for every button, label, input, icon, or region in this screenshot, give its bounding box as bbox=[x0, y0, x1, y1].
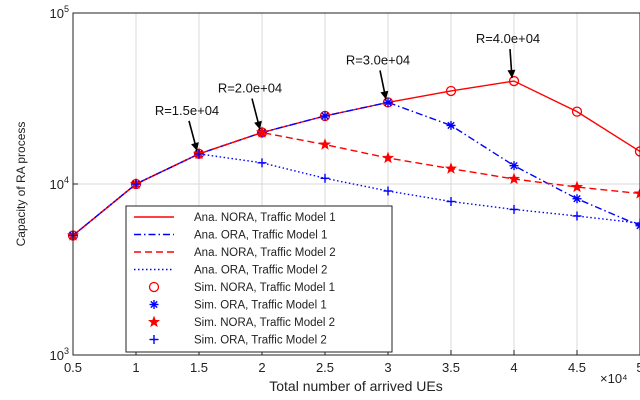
data-point bbox=[571, 106, 583, 117]
annotation-arrowhead bbox=[254, 120, 262, 130]
legend-entry: Ana. ORA, Traffic Model 1 bbox=[134, 230, 327, 242]
legend-label: Sim. NORA, Traffic Model 2 bbox=[194, 317, 335, 329]
x-tick-label: 1.5 bbox=[190, 360, 208, 375]
annotation-arrowhead bbox=[380, 90, 389, 100]
x-tick-label: 4 bbox=[510, 360, 517, 375]
data-point bbox=[509, 204, 519, 214]
legend-label: Sim. NORA, Traffic Model 1 bbox=[194, 282, 335, 294]
data-point bbox=[381, 151, 395, 164]
ticks: 0.5 1 1.5 2 2.5 3 3.5 4 4.5 5 103 104 105 bbox=[50, 4, 640, 375]
legend-entry: Ana. ORA, Traffic Model 2 bbox=[134, 265, 327, 277]
legend-entry: Sim. ORA, Traffic Model 1 bbox=[149, 300, 327, 312]
data-point bbox=[445, 85, 457, 97]
x-tick-label: 2.5 bbox=[316, 360, 334, 375]
legend-label: Ana. ORA, Traffic Model 1 bbox=[194, 230, 327, 242]
legend-label: Ana. ORA, Traffic Model 2 bbox=[194, 265, 327, 277]
data-point bbox=[572, 211, 582, 221]
annotation-layer: R=1.5e+04 R=2.0e+04 R=3.0e+04 R=4.0e+04 bbox=[155, 31, 540, 152]
x-axis-multiplier: ×10⁴ bbox=[600, 371, 628, 386]
legend-entry: Sim. NORA, Traffic Model 1 bbox=[148, 281, 335, 294]
data-point bbox=[383, 97, 393, 107]
legend-marker bbox=[147, 315, 161, 328]
data-point bbox=[383, 186, 393, 196]
y-tick-label: 105 bbox=[50, 4, 69, 21]
data-point bbox=[572, 194, 582, 204]
x-tick-label: 5 bbox=[636, 360, 640, 375]
annotation: R=4.0e+04 bbox=[476, 31, 540, 79]
data-point bbox=[635, 218, 640, 228]
data-point bbox=[507, 172, 521, 185]
x-tick-label: 3 bbox=[384, 360, 391, 375]
annotation-arrowhead bbox=[507, 69, 516, 79]
annotation-label: R=3.0e+04 bbox=[346, 52, 410, 67]
data-point bbox=[131, 179, 141, 189]
data-point bbox=[318, 138, 332, 150]
legend-entry: Sim. NORA, Traffic Model 2 bbox=[147, 315, 335, 329]
legend-marker bbox=[148, 281, 160, 293]
data-point bbox=[446, 197, 456, 207]
data-point bbox=[446, 120, 456, 130]
series-4 bbox=[72, 153, 640, 237]
annotation-label: R=2.0e+04 bbox=[218, 81, 282, 96]
x-tick-label: 0.5 bbox=[64, 360, 82, 375]
annotation-label: R=1.5e+04 bbox=[155, 103, 219, 118]
annotation: R=2.0e+04 bbox=[218, 81, 282, 130]
legend-marker bbox=[149, 300, 159, 309]
y-axis-label: Capacity of RA process bbox=[14, 122, 28, 247]
data-point bbox=[570, 180, 584, 193]
x-tick-label: 3.5 bbox=[442, 360, 460, 375]
legend-label: Ana. NORA, Traffic Model 2 bbox=[194, 247, 336, 259]
y-tick-label: 104 bbox=[50, 175, 69, 192]
data-point bbox=[320, 111, 330, 121]
data-point bbox=[508, 75, 520, 87]
legend: Ana. NORA, Traffic Model 1 Ana. ORA, Traf… bbox=[125, 205, 393, 353]
annotation-arrowhead bbox=[191, 142, 199, 151]
data-point bbox=[255, 126, 269, 138]
y-tick-label: 103 bbox=[50, 346, 69, 363]
legend-entry: Ana. NORA, Traffic Model 1 bbox=[134, 212, 336, 224]
data-point bbox=[509, 161, 519, 171]
annotation: R=3.0e+04 bbox=[346, 52, 410, 100]
x-axis-label: Total number of arrived UEs bbox=[269, 378, 443, 394]
x-tick-label: 2 bbox=[258, 360, 265, 375]
data-point bbox=[257, 158, 267, 168]
legend-label: Sim. ORA, Traffic Model 1 bbox=[194, 300, 327, 312]
legend-label: Sim. ORA, Traffic Model 2 bbox=[194, 335, 327, 347]
data-point bbox=[633, 187, 640, 199]
series-8 bbox=[68, 149, 640, 240]
series-layer bbox=[66, 75, 640, 241]
data-point bbox=[444, 162, 458, 174]
data-point bbox=[194, 149, 204, 159]
annotation: R=1.5e+04 bbox=[155, 103, 219, 152]
x-tick-label: 4.5 bbox=[568, 360, 586, 375]
annotation-label: R=4.0e+04 bbox=[476, 31, 540, 46]
data-point bbox=[634, 146, 640, 157]
legend-label: Ana. NORA, Traffic Model 1 bbox=[194, 212, 336, 224]
legend-box bbox=[125, 205, 393, 353]
data-point bbox=[320, 173, 330, 183]
series-line bbox=[72, 153, 640, 237]
legend-entry: Sim. ORA, Traffic Model 2 bbox=[149, 335, 327, 347]
legend-marker bbox=[149, 335, 159, 344]
x-tick-label: 1 bbox=[132, 360, 139, 375]
legend-entry: Ana. NORA, Traffic Model 2 bbox=[134, 247, 336, 259]
